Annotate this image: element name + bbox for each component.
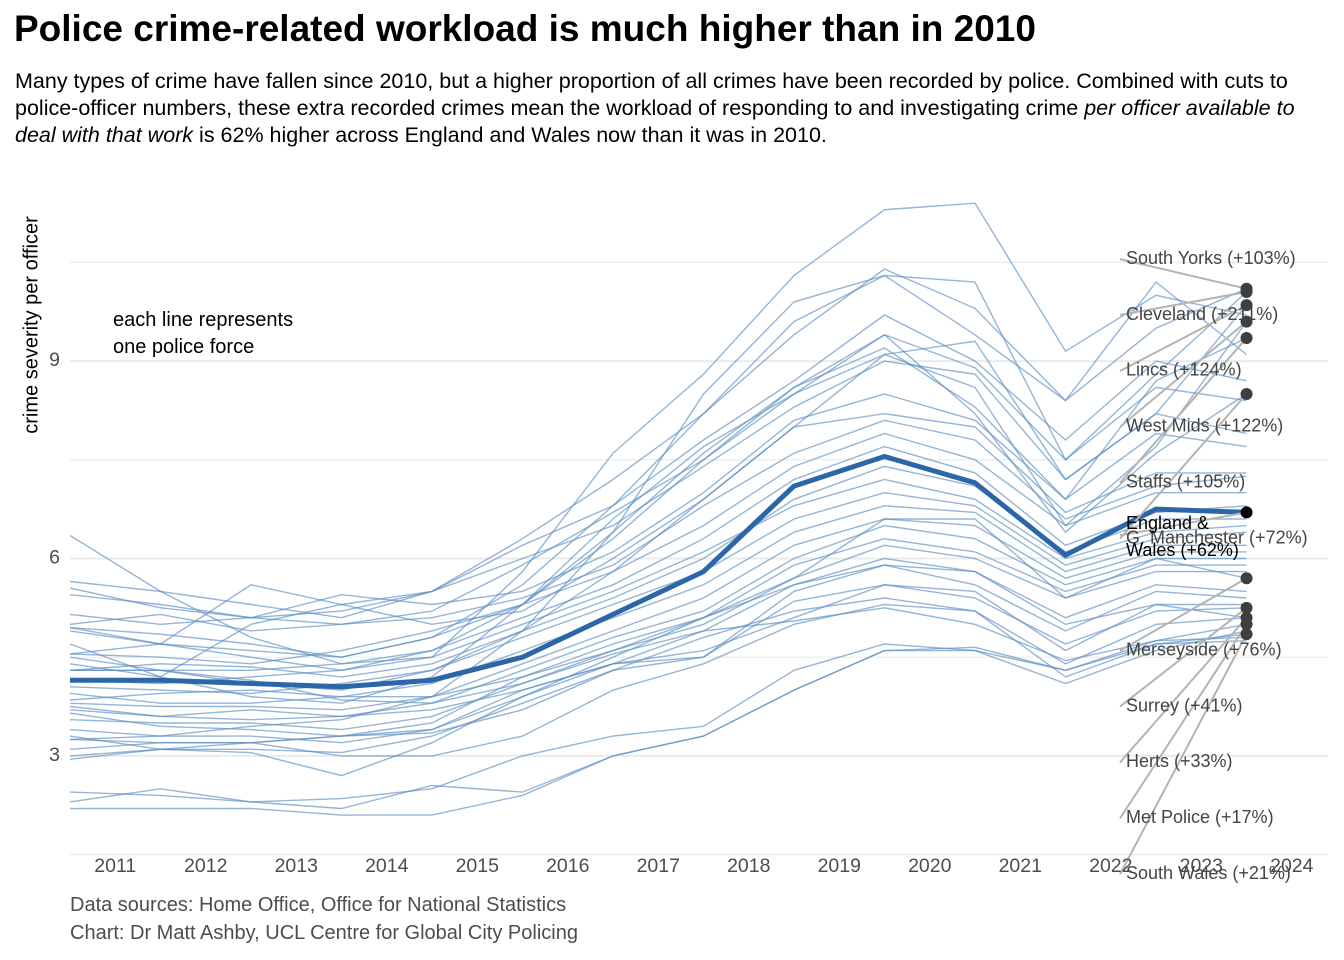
leader-g-manchester <box>1119 393 1248 540</box>
force-line <box>69 630 1247 803</box>
force-line <box>69 564 1247 777</box>
point-surrey <box>1240 601 1253 614</box>
x-tick-label: 2019 <box>818 855 861 877</box>
label-leaders <box>1119 258 1248 875</box>
force-line-cleveland <box>69 274 1247 741</box>
subtitle-emphasis: per officer available to deal with that … <box>15 96 1295 147</box>
x-tick-label: 2021 <box>999 855 1042 877</box>
force-line <box>69 412 1247 678</box>
force-line <box>69 334 1247 626</box>
x-tick-label: 2017 <box>637 855 680 877</box>
chart-annotation: each line represents one police force <box>113 307 293 361</box>
caption-sources: Data sources: Home Office, Office for Na… <box>70 894 567 916</box>
chart-title: Police crime-related workload is much hi… <box>14 8 1036 49</box>
subtitle-part-1: Many types of crime have fallen since 20… <box>15 69 1288 120</box>
force-line-south-wales <box>69 597 1247 750</box>
caption-author: Chart: Dr Matt Ashby, UCL Centre for Glo… <box>70 922 578 944</box>
y-tick-label: 3 <box>49 744 60 766</box>
x-tick-label: 2020 <box>908 855 952 877</box>
x-tick-label: 2018 <box>727 855 770 877</box>
subtitle-part-2: is 62% higher across England and Wales n… <box>193 123 827 147</box>
force-line-lincs <box>69 304 1248 704</box>
leader-staffs <box>1119 337 1248 484</box>
x-tick-label: 2023 <box>1180 855 1223 877</box>
leader-south-yorks <box>1119 258 1247 290</box>
leader-england-wales <box>1119 511 1247 537</box>
force-labels: South Yorks (+103%) Cleveland (+211%) Linc… <box>1126 248 1308 883</box>
force-line <box>69 584 1247 757</box>
point-lincs <box>1240 299 1253 312</box>
chart-subtitle: Many types of crime have fallen since 20… <box>15 68 1335 149</box>
leader-herts <box>1119 617 1248 764</box>
x-tick-label: 2024 <box>1270 855 1314 877</box>
force-line-herts <box>69 564 1247 701</box>
force-line <box>69 314 1247 619</box>
point-met-police <box>1240 618 1253 631</box>
force-line <box>69 268 1247 619</box>
x-tick-label: 2013 <box>275 855 318 877</box>
force-line-staffs <box>69 337 1247 672</box>
gridlines <box>70 261 1328 856</box>
force-line-g-manchester <box>69 333 1247 658</box>
point-south-wales <box>1240 628 1253 641</box>
force-line <box>69 419 1247 632</box>
leader-met-police <box>1119 623 1248 819</box>
x-tick-label: 2022 <box>1089 855 1132 877</box>
x-tick-label: 2014 <box>365 855 409 877</box>
label-south-wales: South Wales (+21%) <box>1126 863 1291 883</box>
label-south-yorks: South Yorks (+103%) <box>1126 248 1296 268</box>
force-lines <box>69 202 1248 816</box>
force-line <box>69 518 1247 711</box>
label-staffs: Staffs (+105%) <box>1126 472 1245 492</box>
label-lincs: Lincs (+124%) <box>1126 360 1242 380</box>
x-tick-label: 2016 <box>546 855 589 877</box>
leader-south-wales <box>1119 633 1248 875</box>
leader-merseyside <box>1119 577 1248 652</box>
label-g-manchester: G. Manchester (+72%) <box>1126 527 1308 547</box>
chart-caption: Data sources: Home Office, Office for Na… <box>70 891 578 947</box>
label-merseyside: Merseyside (+76%) <box>1126 639 1282 659</box>
annotation-line-2: one police force <box>113 336 255 358</box>
label-west-mids: West Mids (+122%) <box>1126 416 1283 436</box>
point-merseyside <box>1240 572 1253 585</box>
end-points <box>1240 282 1253 641</box>
point-west-mids <box>1240 315 1253 328</box>
label-england-wales-line-2: Wales (+62%) <box>1126 540 1239 560</box>
x-tick-label: 2012 <box>184 855 227 877</box>
force-line <box>69 505 1247 704</box>
x-tick-label: 2011 <box>94 855 136 877</box>
force-line-south-yorks <box>69 274 1247 658</box>
label-surrey: Surrey (+41%) <box>1126 695 1243 715</box>
label-cleveland: Cleveland (+211%) <box>1126 304 1278 324</box>
annotation-line-1: each line represents <box>113 309 294 331</box>
point-cleveland <box>1240 285 1253 298</box>
point-england-wales <box>1240 506 1253 519</box>
leader-surrey <box>1119 607 1248 708</box>
y-tick-label: 9 <box>49 349 60 371</box>
label-england-wales-line-1: England & <box>1126 513 1209 533</box>
england-wales-line <box>70 454 1247 690</box>
y-axis-ticks: 3 6 9 <box>49 349 60 766</box>
force-line <box>69 524 1247 721</box>
x-axis-ticks: 2011 2012 2013 2014 2015 2016 2017 2018 2019 2020… <box>94 855 1313 877</box>
label-met-police: Met Police (+17%) <box>1126 807 1274 827</box>
force-line <box>69 393 1247 619</box>
leader-cleveland <box>1119 291 1247 317</box>
force-line <box>69 202 1247 665</box>
force-line-met-police <box>70 607 1247 704</box>
y-tick-label: 6 <box>49 547 60 569</box>
point-staffs <box>1240 332 1253 345</box>
force-line-surrey <box>69 584 1247 718</box>
point-g-manchester <box>1240 387 1253 400</box>
x-tick-label: 2015 <box>456 855 500 877</box>
force-line <box>69 360 1247 645</box>
force-line <box>69 478 1247 685</box>
label-herts: Herts (+33%) <box>1126 751 1233 771</box>
force-line <box>69 557 1247 744</box>
force-line <box>69 640 1247 810</box>
leader-lincs <box>1119 304 1248 372</box>
leader-west-mids <box>1119 320 1248 428</box>
force-line <box>69 432 1247 665</box>
